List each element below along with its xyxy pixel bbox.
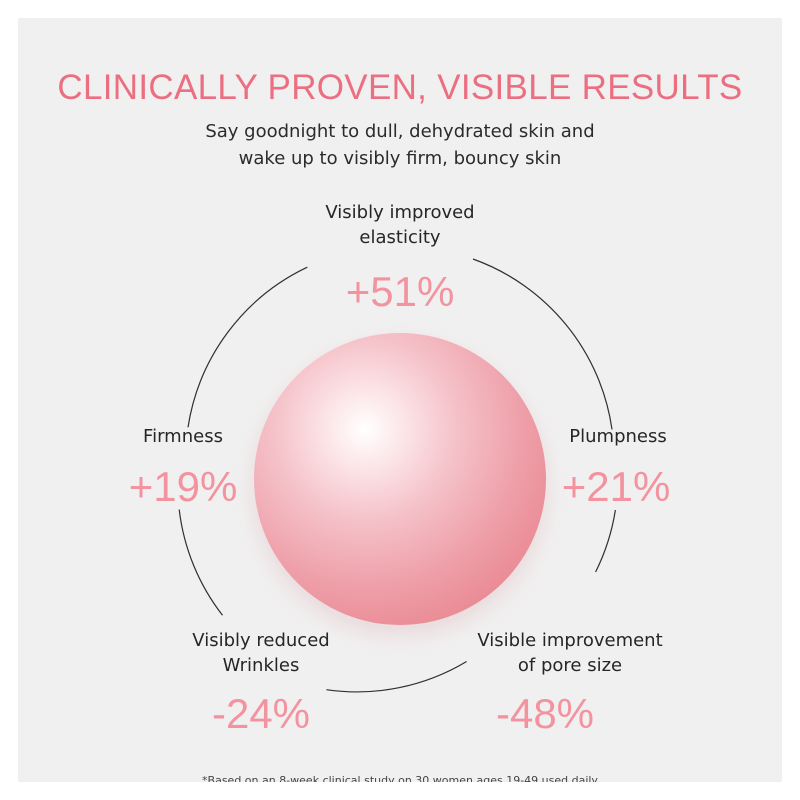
stat-wrinkles-label-line-2: Wrinkles <box>222 655 300 676</box>
stat-pores-value: -48% <box>495 690 595 737</box>
headline: CLINICALLY PROVEN, VISIBLE RESULTS <box>57 68 743 107</box>
stat-firmness-label: Firmness <box>143 426 223 447</box>
study-footnote: *Based on an 8-week clinical study on 30… <box>202 774 598 782</box>
stat-firmness-value: +19% <box>128 463 238 510</box>
stat-elasticity-value: +51% <box>345 268 455 315</box>
stat-pores-label: Visible improvement of pore size <box>430 628 710 678</box>
stat-pores-label-line-1: Visible improvement <box>477 630 663 651</box>
pearl-sphere-image <box>254 333 546 625</box>
stat-wrinkles-label-line-1: Visibly reduced <box>192 630 330 651</box>
ring-arc-right <box>472 258 613 430</box>
stat-elasticity-label: Visibly improved elasticity <box>250 200 550 250</box>
stat-pores-label-line-2: of pore size <box>517 655 623 676</box>
ring-arc-left <box>187 266 308 428</box>
results-panel: CLINICALLY PROVEN, VISIBLE RESULTS Say g… <box>18 18 782 782</box>
ring-arc-lower-right <box>595 509 616 573</box>
ring-svg <box>178 258 616 693</box>
stat-elasticity-label-line-1: Visibly improved <box>325 202 475 223</box>
subheadline: Say goodnight to dull, dehydrated skin a… <box>18 118 782 172</box>
ring-arc-bottom <box>326 660 467 693</box>
stat-plumpness-value: +21% <box>561 463 671 510</box>
ring-arc-lower-left <box>178 509 223 616</box>
stat-plumpness-label: Plumpness <box>569 426 667 447</box>
stat-elasticity-label-line-2: elasticity <box>359 227 441 248</box>
stat-wrinkles-value: -24% <box>211 690 311 737</box>
subheadline-line-1: Say goodnight to dull, dehydrated skin a… <box>205 121 595 142</box>
subheadline-line-2: wake up to visibly firm, bouncy skin <box>238 148 562 169</box>
stat-wrinkles-label: Visibly reduced Wrinkles <box>136 628 386 678</box>
